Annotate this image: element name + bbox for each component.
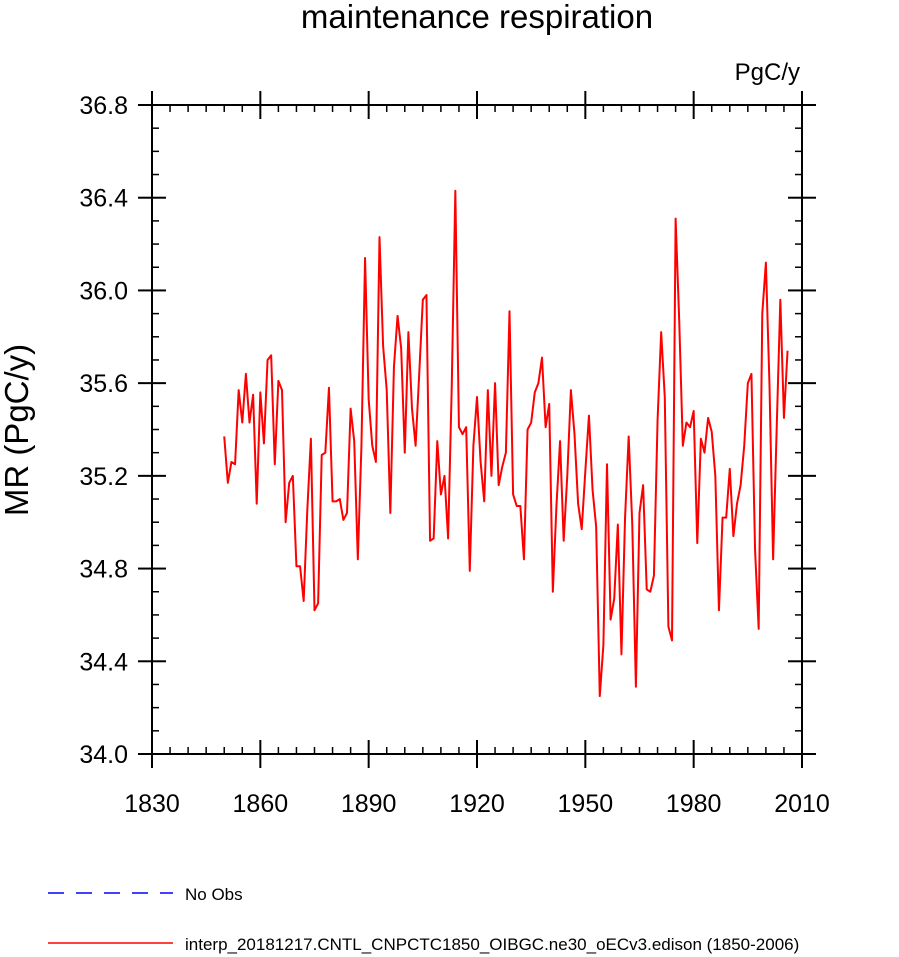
legend: No Obs interp_20181217.CNTL_CNPCTC1850_O…	[48, 885, 799, 954]
y-tick-label: 36.0	[79, 277, 128, 305]
axis-tick-labels: 1830 1860 1890 1920 1950 1980 2010 34.0 34.4 34.8…	[79, 92, 829, 818]
legend-label-model: interp_20181217.CNTL_CNPCTC1850_OIBGC.ne…	[185, 935, 799, 954]
y-tick-label: 34.8	[79, 556, 128, 584]
x-tick-label: 1860	[233, 790, 289, 818]
y-tick-label: 36.4	[79, 185, 128, 213]
y-tick-label: 34.4	[79, 648, 128, 676]
y-tick-label: 34.0	[79, 741, 128, 769]
x-tick-label: 1950	[558, 790, 614, 818]
x-tick-label: 1830	[124, 790, 180, 818]
x-tick-label: 1980	[666, 790, 722, 818]
y-tick-label: 35.2	[79, 463, 128, 491]
series-line-0	[223, 189, 789, 698]
x-tick-label: 1920	[449, 790, 505, 818]
y-tick-label: 35.6	[79, 370, 128, 398]
plot-frame	[151, 104, 803, 755]
chart-title: maintenance respiration	[301, 0, 653, 35]
x-tick-label: 2010	[774, 790, 830, 818]
units-label: PgC/y	[735, 59, 800, 86]
legend-label-no-obs: No Obs	[185, 885, 243, 904]
axis-ticks	[138, 91, 816, 768]
y-tick-label: 36.8	[79, 92, 128, 120]
x-tick-label: 1890	[341, 790, 397, 818]
y-axis-label: MR (PgC/y)	[0, 344, 35, 516]
series-layer	[223, 189, 789, 698]
